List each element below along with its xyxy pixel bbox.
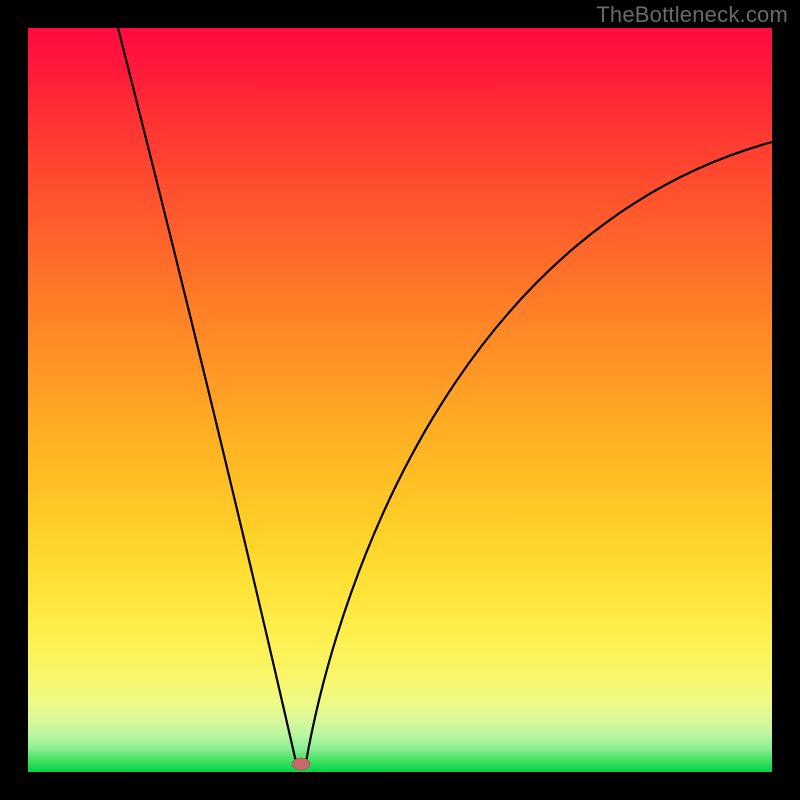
optimal-point-marker (292, 758, 310, 770)
watermark-text: TheBottleneck.com (596, 2, 788, 28)
bottleneck-curve-chart (0, 0, 800, 800)
chart-container: TheBottleneck.com (0, 0, 800, 800)
chart-background (28, 28, 772, 772)
